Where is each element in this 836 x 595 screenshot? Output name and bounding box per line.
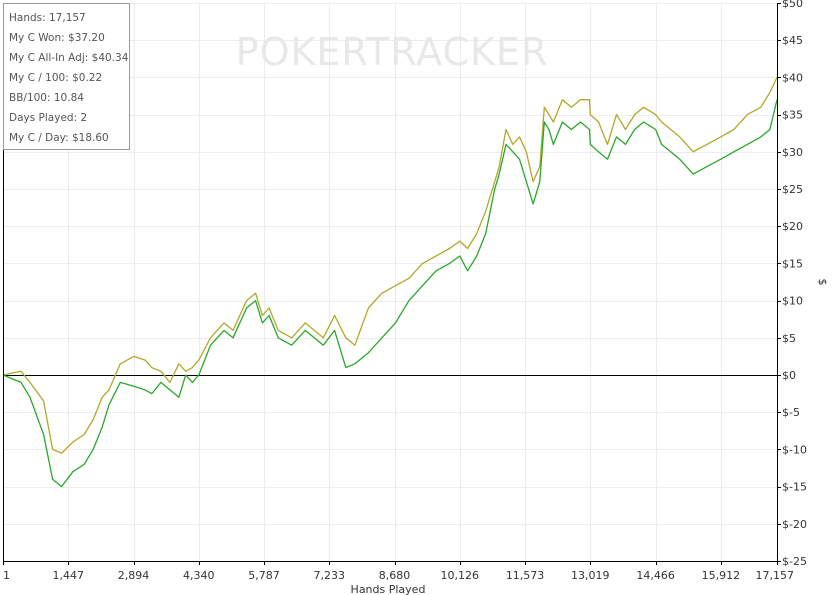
y-tick-label: $10 (782, 295, 803, 308)
y-tick-label: $-20 (782, 518, 807, 531)
y-tick-label: $40 (782, 71, 803, 84)
y-tick-label: $-10 (782, 443, 807, 456)
y-tick-label: $-25 (782, 555, 807, 568)
y-axis-title: $ (816, 279, 829, 286)
stat-label: My C / Day: (9, 132, 72, 144)
stat-value: $37.20 (68, 32, 105, 44)
x-tick-label: 14,466 (636, 569, 675, 582)
x-tick-label: 15,912 (702, 569, 741, 582)
y-axis: $50 $45 $40 $35 $30 $25 $20 $15 $10 $5 $0 $-5 $-10 $-… (777, 0, 807, 568)
x-tick-label: 11,573 (506, 569, 545, 582)
stat-line: My C / Day: $18.60 (9, 128, 129, 148)
y-tick-label: $35 (782, 109, 803, 122)
series-line-won (2, 99, 778, 488)
stat-label: Hands: (9, 12, 49, 24)
stat-line: BB/100: 10.84 (9, 88, 129, 108)
y-tick-label: $30 (782, 146, 803, 159)
x-tick-label: 17,157 (756, 569, 795, 582)
stat-value: $18.60 (72, 132, 109, 144)
x-tick-label: 7,233 (314, 569, 346, 582)
y-tick-label: $20 (782, 220, 803, 233)
stat-label: BB/100: (9, 92, 54, 104)
stat-label: My C Won: (9, 32, 69, 44)
stat-value: 17,157 (49, 12, 86, 24)
stat-label: Days Played: (9, 112, 81, 124)
stat-line: Days Played: 2 (9, 108, 129, 128)
x-axis: 1 1,447 2,894 4,340 5,787 7,233 8,680 10,126 11,… (3, 561, 794, 582)
stat-label: My C / 100: (9, 72, 73, 84)
y-tick-label: $0 (782, 369, 796, 382)
x-tick-label: 10,126 (441, 569, 480, 582)
x-tick-label: 5,787 (248, 569, 280, 582)
stat-label: My C All-In Adj: (9, 52, 92, 64)
y-tick-label: $15 (782, 257, 803, 270)
y-tick-label: $5 (782, 332, 796, 345)
plot-background (3, 3, 777, 561)
y-tick-label: $45 (782, 34, 803, 47)
stat-value: 10.84 (53, 92, 84, 104)
stat-value: 2 (80, 112, 88, 124)
watermark: POKERTRACKER (236, 30, 549, 74)
series-layer (2, 77, 778, 488)
stats-box: Hands: 17,157 My C Won: $37.20 My C All-In… (3, 3, 130, 150)
stat-line: My C All-In Adj: $40.34 (9, 48, 129, 68)
stat-line: My C Won: $37.20 (9, 28, 129, 48)
x-tick-label: 1 (3, 569, 10, 582)
x-tick-label: 13,019 (571, 569, 610, 582)
x-axis-title: Hands Played (351, 583, 426, 595)
x-tick-label: 8,680 (379, 569, 411, 582)
series-line-all-in-adj (2, 77, 778, 454)
stat-line: Hands: 17,157 (9, 8, 129, 28)
y-tick-label: $-15 (782, 481, 807, 494)
y-tick-label: $25 (782, 183, 803, 196)
y-tick-label: $50 (782, 0, 803, 10)
x-tick-label: 4,340 (183, 569, 215, 582)
stat-line: My C / 100: $0.22 (9, 68, 129, 88)
stat-value: $40.34 (91, 52, 129, 64)
y-tick-label: $-5 (782, 406, 800, 419)
stat-value: $0.22 (72, 72, 103, 84)
x-tick-label: 1,447 (52, 569, 84, 582)
x-tick-label: 2,894 (118, 569, 150, 582)
